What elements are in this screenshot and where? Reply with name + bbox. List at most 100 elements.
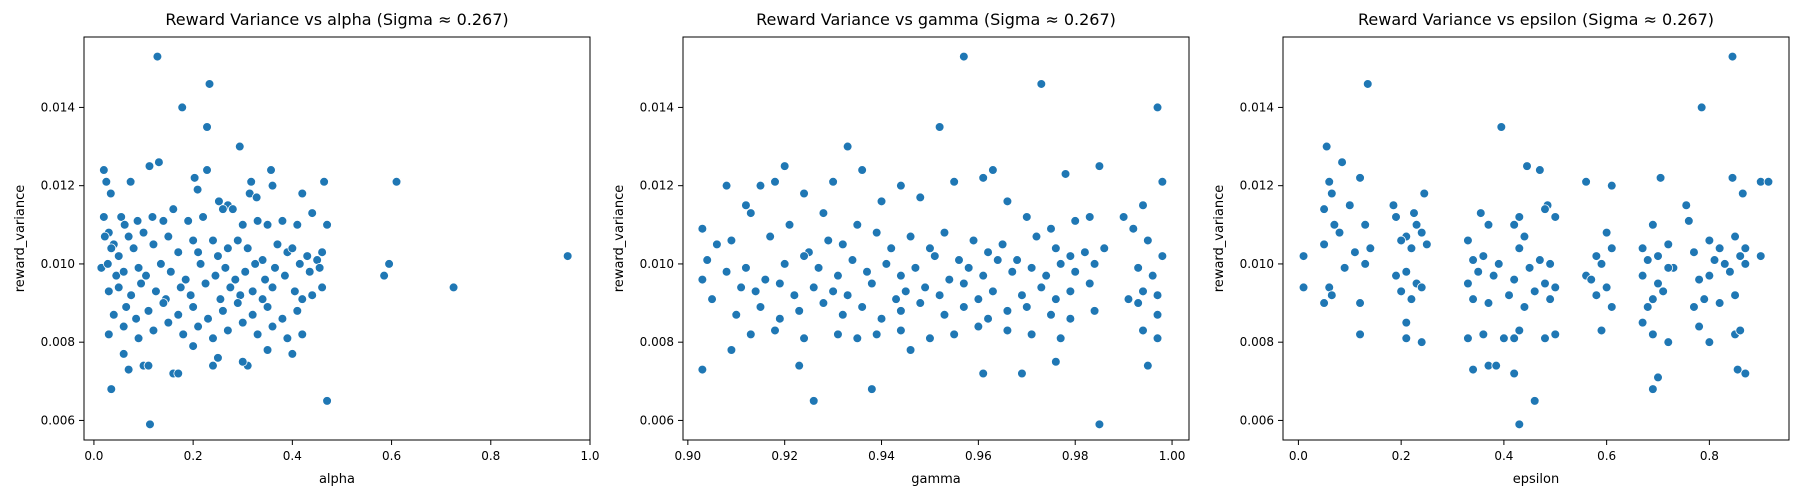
data-point <box>138 227 149 238</box>
data-point <box>198 212 208 222</box>
data-point <box>257 255 268 265</box>
data-point <box>143 360 154 371</box>
y-axis-label: reward_variance <box>1212 185 1227 293</box>
data-point <box>1704 235 1715 246</box>
data-point <box>225 282 236 293</box>
data-point <box>111 270 122 281</box>
data-point <box>1360 259 1370 269</box>
y-tick-label: 0.012 <box>640 179 674 193</box>
data-point <box>1007 266 1018 277</box>
data-point <box>1350 247 1360 257</box>
data-point <box>185 290 196 301</box>
data-point <box>934 122 945 132</box>
data-point <box>1041 270 1051 281</box>
data-point <box>106 384 117 394</box>
x-tick-label: 1.00 <box>1159 449 1186 463</box>
data-point <box>886 243 897 254</box>
data-point <box>1509 333 1519 344</box>
plot-frame <box>682 36 1190 441</box>
x-tick-label: 0.0 <box>1289 449 1308 463</box>
data-point <box>223 325 233 336</box>
data-point <box>1483 220 1494 230</box>
data-point <box>302 251 313 261</box>
data-point <box>1157 251 1168 261</box>
data-point <box>195 259 206 269</box>
data-point <box>237 220 248 230</box>
data-point <box>213 353 223 363</box>
data-point <box>1601 282 1612 293</box>
data-point <box>1596 259 1607 269</box>
data-point <box>1740 259 1751 269</box>
data-point <box>252 329 263 340</box>
data-point <box>915 192 926 203</box>
data-point <box>133 263 144 273</box>
data-point <box>973 294 984 304</box>
data-point <box>218 204 228 214</box>
data-point <box>1391 212 1401 222</box>
data-point <box>125 176 136 187</box>
data-point <box>123 231 134 242</box>
data-point <box>978 173 989 183</box>
data-point <box>247 286 258 297</box>
data-point <box>1689 302 1699 312</box>
data-point <box>215 294 226 304</box>
data-point <box>148 325 159 336</box>
data-point <box>322 396 332 406</box>
data-point <box>118 266 129 277</box>
data-point <box>188 235 198 246</box>
data-point <box>213 251 223 261</box>
data-point <box>799 251 809 261</box>
data-point <box>925 333 935 344</box>
data-point <box>1740 368 1751 379</box>
data-point <box>1065 313 1076 324</box>
x-axis-label: alpha <box>319 472 355 487</box>
data-point <box>1046 309 1056 320</box>
data-point <box>141 270 151 281</box>
data-point <box>891 294 901 304</box>
data-point <box>1586 274 1597 285</box>
data-point <box>1648 329 1658 340</box>
data-point <box>1535 165 1545 175</box>
data-point <box>818 208 829 218</box>
data-point <box>726 235 737 246</box>
data-point <box>1055 259 1066 269</box>
data-point <box>1524 263 1535 273</box>
data-point <box>1488 270 1499 281</box>
data-point <box>1094 161 1105 171</box>
data-point <box>260 274 270 285</box>
data-point <box>1545 259 1555 269</box>
x-tick-label: 0.6 <box>382 449 401 463</box>
data-point <box>252 216 263 226</box>
data-point <box>915 298 926 308</box>
data-point <box>1401 266 1412 277</box>
data-point <box>1514 212 1525 222</box>
data-point <box>314 263 325 273</box>
data-point <box>307 290 317 301</box>
x-tick-label: 0.8 <box>481 449 500 463</box>
data-point <box>896 270 906 281</box>
data-point <box>1540 278 1550 289</box>
data-point <box>1065 251 1076 261</box>
data-point <box>145 419 155 430</box>
x-tick-label: 0.4 <box>1494 449 1513 463</box>
data-point <box>770 176 780 187</box>
data-point <box>1138 200 1148 211</box>
data-point <box>267 321 278 332</box>
data-point <box>132 216 143 226</box>
x-tick-label: 0.94 <box>868 449 895 463</box>
x-tick-label: 0.2 <box>184 449 203 463</box>
data-point <box>1080 247 1090 257</box>
data-point <box>697 274 708 285</box>
y-tick-label: 0.006 <box>640 413 674 427</box>
x-tick-label: 1.0 <box>580 449 599 463</box>
data-point <box>1591 251 1602 261</box>
data-point <box>1642 302 1653 312</box>
data-point <box>1327 290 1337 301</box>
x-tick-label: 0.96 <box>965 449 992 463</box>
data-point <box>1396 286 1406 297</box>
y-tick-label: 0.012 <box>41 179 75 193</box>
data-point <box>177 102 188 113</box>
data-point <box>1051 356 1061 367</box>
y-tick-label: 0.006 <box>41 413 75 427</box>
data-point <box>173 247 184 257</box>
